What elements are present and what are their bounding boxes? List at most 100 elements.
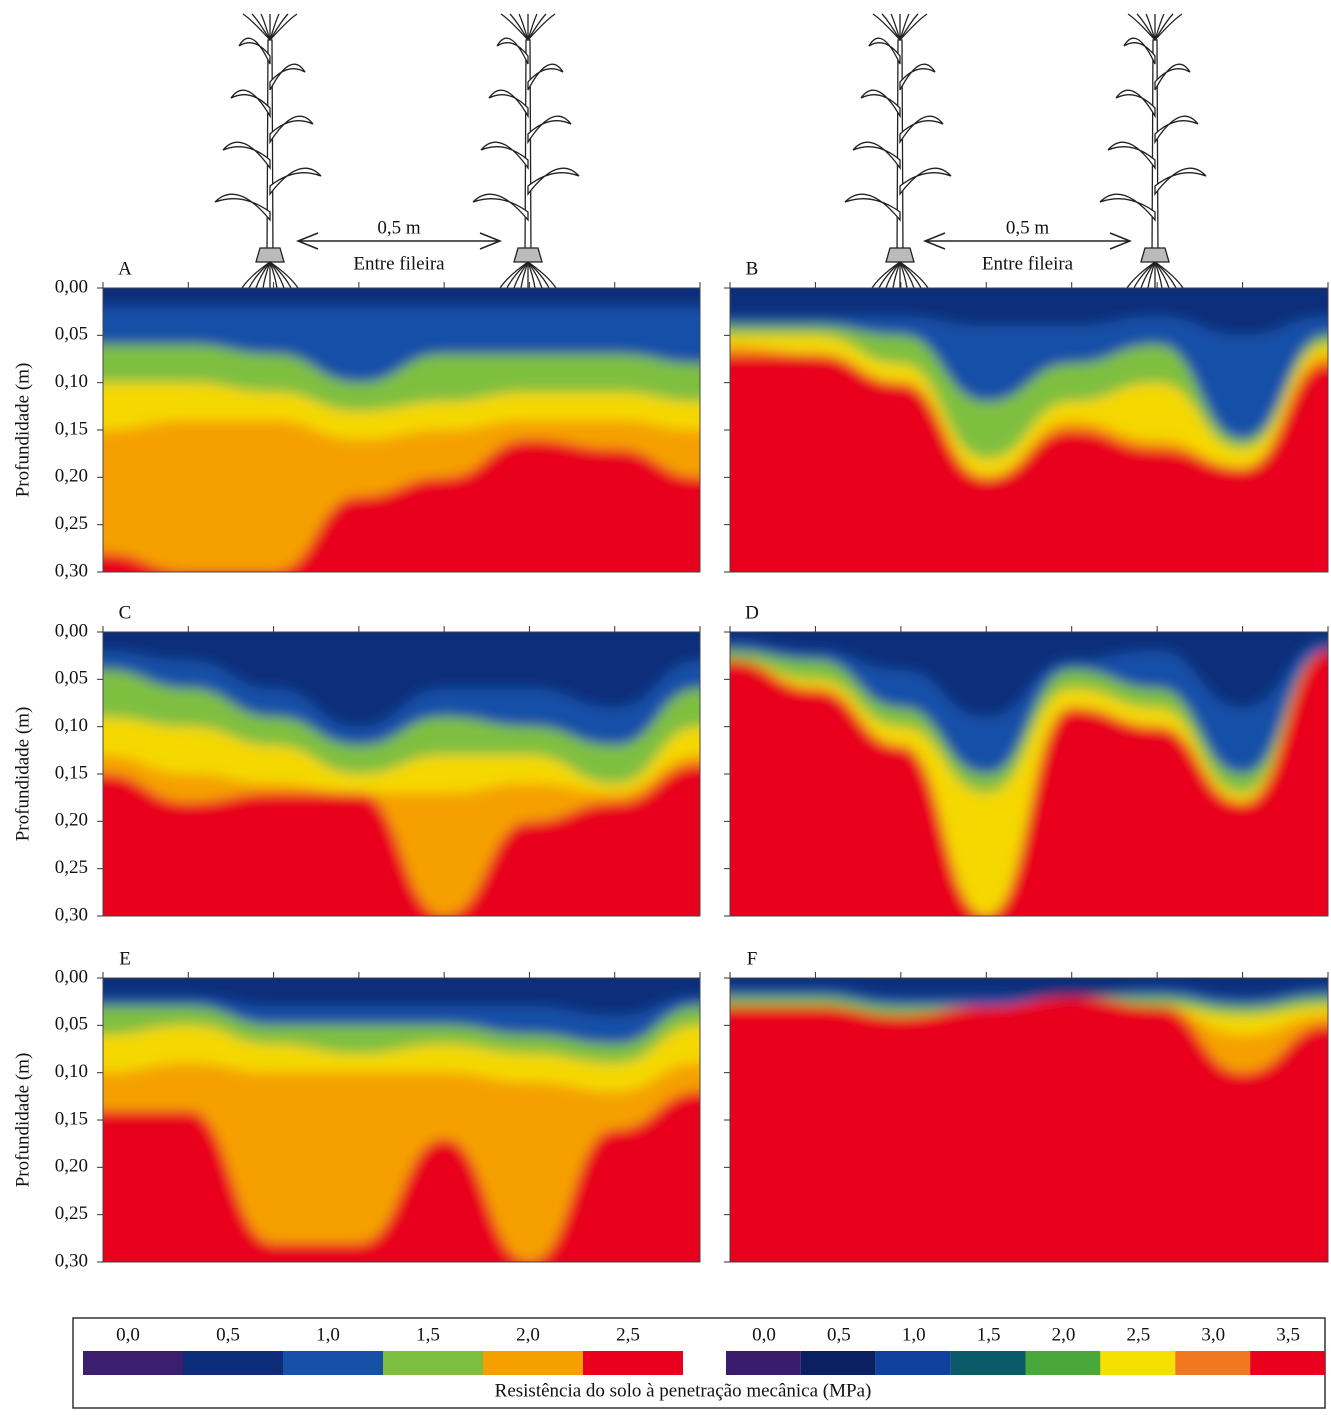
legend-swatch [875, 1351, 951, 1375]
legend-tick-label: 1,5 [416, 1324, 440, 1345]
y-tick-label: 0,30 [55, 1250, 88, 1271]
y-tick-label: 0,05 [55, 668, 88, 689]
arrow-line [295, 232, 503, 250]
leaf [1154, 167, 1207, 196]
root [527, 261, 557, 289]
root [1154, 261, 1177, 289]
tassel [899, 13, 919, 41]
tassel [890, 13, 901, 41]
y-axis-label: Profundidade (m) [12, 363, 33, 498]
leaf [860, 89, 901, 119]
leaf [214, 193, 271, 222]
root [506, 261, 529, 289]
panel-label: C [119, 602, 132, 623]
y-axis-label: Profundidade (m) [12, 1053, 33, 1188]
contour-layers [730, 978, 1328, 1262]
y-tick-label: 0,05 [55, 1014, 88, 1035]
legend-swatch [1175, 1351, 1251, 1375]
stem [524, 39, 532, 261]
contour-map [103, 288, 700, 572]
roots [513, 247, 543, 263]
layer [103, 288, 700, 383]
contour-layers [103, 288, 700, 572]
root [520, 261, 529, 289]
legend-swatch [83, 1351, 183, 1375]
roots [255, 247, 285, 263]
root [1154, 261, 1163, 289]
root [513, 261, 529, 289]
legend-swatch [726, 1351, 801, 1375]
annotation-distance: 0,5 m [1006, 217, 1050, 238]
legend-tick-label: 0,0 [752, 1324, 776, 1345]
root [1154, 261, 1184, 289]
layer [103, 632, 700, 727]
root [878, 261, 901, 289]
root [269, 261, 299, 289]
y-tick-label: 0,25 [55, 1203, 88, 1224]
y-tick-label: 0,25 [55, 513, 88, 534]
tassel [527, 13, 538, 41]
legend-tick-label: 2,0 [1052, 1324, 1076, 1345]
legend-title: Resistência do solo à penetração mecânic… [495, 1380, 872, 1401]
contour-map [730, 978, 1328, 1262]
y-tick-label: 0,00 [55, 966, 88, 987]
contour-layers [730, 632, 1328, 916]
stem [896, 39, 904, 261]
tassel [1154, 13, 1165, 41]
tassel [872, 13, 901, 41]
leaf [899, 115, 944, 145]
leaf [1115, 89, 1156, 119]
layer [730, 288, 1328, 440]
leaf [230, 89, 271, 119]
legend-swatch [800, 1351, 876, 1375]
root [269, 261, 278, 289]
leaf [472, 193, 529, 222]
stem [1151, 39, 1159, 261]
tassel [251, 13, 271, 41]
y-tick-label: 0,05 [55, 324, 88, 345]
leaf [269, 115, 314, 145]
legend-tick-label: 0,5 [216, 1324, 240, 1345]
roots [1140, 247, 1170, 263]
leaf [1107, 141, 1156, 171]
tassel [527, 13, 547, 41]
y-axis-label: Profundidade (m) [12, 707, 33, 842]
annotation-label: Entre fileira [353, 253, 445, 274]
layer [103, 978, 700, 1016]
y-tick-label: 0,20 [55, 810, 88, 831]
leaf [496, 37, 529, 65]
leaf [527, 63, 564, 91]
y-tick-label: 0,00 [55, 620, 88, 641]
leaf [868, 37, 901, 65]
layer [730, 978, 1328, 997]
leaf [238, 37, 271, 65]
root [262, 261, 271, 289]
legend-tick-label: 0,0 [116, 1324, 140, 1345]
tassel [242, 13, 271, 41]
legend-tick-label: 3,5 [1276, 1324, 1300, 1345]
legend-tick-label: 2,5 [1127, 1324, 1151, 1345]
y-tick-label: 0,15 [55, 762, 88, 783]
root [1147, 261, 1156, 289]
leaf [1099, 193, 1156, 222]
y-tick-label: 0,10 [55, 715, 88, 736]
y-tick-label: 0,20 [55, 466, 88, 487]
legend-swatch [583, 1351, 683, 1375]
plant [844, 13, 952, 289]
y-tick-label: 0,30 [55, 904, 88, 925]
contour-map [730, 288, 1328, 572]
leaf [527, 115, 572, 145]
plant [1099, 13, 1207, 289]
illustration [214, 13, 1207, 289]
y-tick-label: 0,10 [55, 371, 88, 392]
root [255, 261, 271, 289]
annotation-label: Entre fileira [982, 253, 1074, 274]
root [248, 261, 271, 289]
contour-layers [103, 978, 700, 1262]
roots [885, 247, 915, 263]
tassel [500, 13, 529, 41]
y-tick-label: 0,00 [55, 276, 88, 297]
root [1140, 261, 1156, 289]
contour-map [103, 632, 700, 916]
legend-tick-label: 2,5 [616, 1324, 640, 1345]
